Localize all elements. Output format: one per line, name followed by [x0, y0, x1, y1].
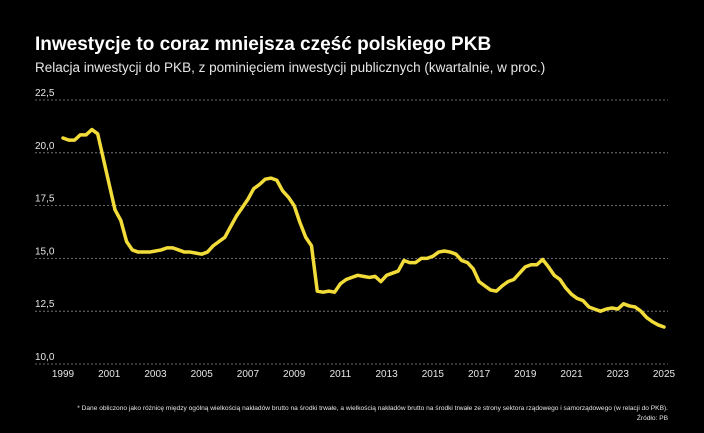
y-tick-label: 10,0: [35, 352, 55, 363]
x-tick-label: 2007: [237, 369, 260, 380]
chart-title: Inwestycje to coraz mniejsza część polsk…: [35, 34, 491, 55]
data-line: [61, 127, 666, 329]
y-tick-label: 20,0: [35, 141, 55, 152]
x-tick-label: 2017: [468, 369, 491, 380]
x-tick-label: 2005: [191, 369, 214, 380]
x-tick-label: 1999: [52, 369, 75, 380]
x-tick-label: 2023: [607, 369, 630, 380]
x-tick-label: 2015: [422, 369, 445, 380]
y-tick-label: 15,0: [35, 246, 55, 257]
x-tick-label: 2025: [653, 369, 676, 380]
chart-subtitle: Relacja inwestycji do PKB, z pominięciem…: [35, 60, 545, 75]
source: Źródło: PB: [637, 413, 669, 422]
x-tick-label: 2019: [514, 369, 537, 380]
footnote: * Dane obliczono jako różnicę między ogó…: [77, 405, 668, 412]
y-tick-label: 12,5: [35, 299, 55, 310]
x-tick-label: 2021: [560, 369, 583, 380]
y-tick-label: 17,5: [35, 194, 55, 205]
x-tick-label: 2001: [98, 369, 121, 380]
x-tick-label: 2003: [144, 369, 167, 380]
x-tick-label: 2011: [330, 369, 352, 380]
y-tick-label: 22,5: [35, 88, 55, 99]
x-tick-label: 2009: [283, 369, 306, 380]
x-tick-label: 2013: [375, 369, 398, 380]
